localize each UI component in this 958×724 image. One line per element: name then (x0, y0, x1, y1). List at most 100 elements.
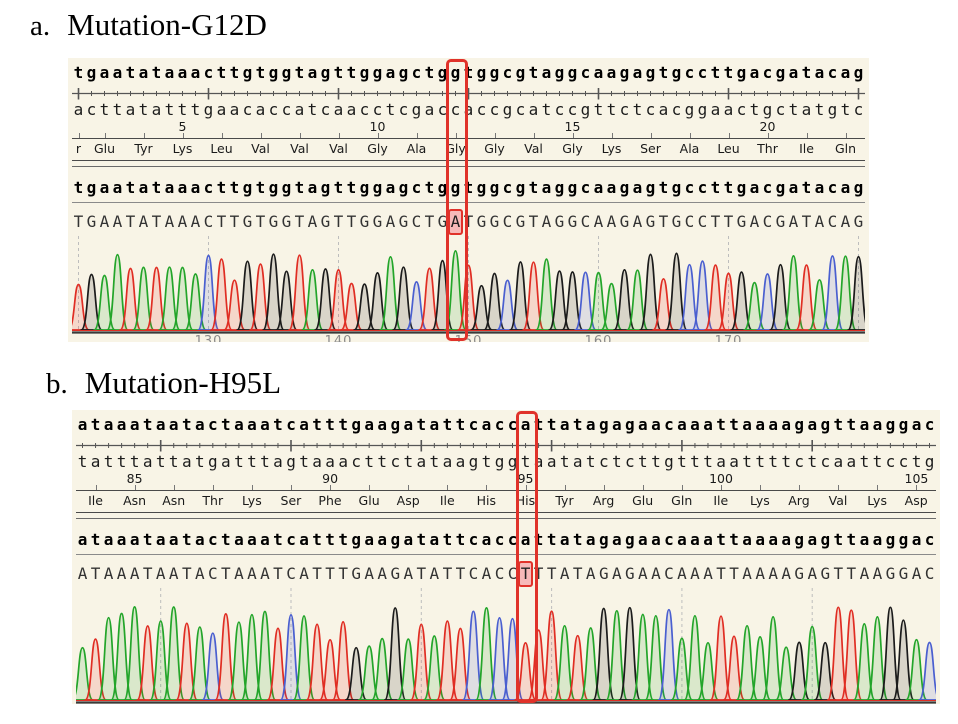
base-cell: a (781, 530, 792, 549)
base-cell: G (885, 564, 896, 583)
base-cell: t (651, 452, 661, 471)
base-cell: a (116, 530, 127, 549)
residue-number: 100 (709, 471, 733, 486)
base-cell: T (710, 212, 721, 231)
base-cell: a (385, 178, 396, 197)
base-cell: A (155, 564, 166, 583)
base-cell: t (755, 452, 765, 471)
base-cell: c (502, 63, 513, 82)
base-cell: a (606, 63, 617, 82)
base-cell: a (364, 415, 375, 434)
base-cell: a (429, 530, 440, 549)
base-cell: a (442, 452, 453, 471)
base-cell: a (424, 100, 435, 119)
base-cell: t (299, 452, 309, 471)
base-cell: A (606, 212, 617, 231)
base-cell: t (234, 452, 244, 471)
base-cell: c (898, 452, 909, 471)
base-cell: c (203, 178, 214, 197)
base-cell: G (671, 212, 682, 231)
base-cell: c (372, 100, 383, 119)
trace-peak (275, 270, 298, 331)
base-cell: t (312, 530, 322, 549)
base-cell: g (794, 415, 805, 434)
base-cell: a (710, 100, 721, 119)
sequence-ruler (76, 437, 936, 452)
base-cell: A (755, 564, 765, 583)
amino-acid-label: Leu (717, 141, 740, 156)
base-cell: a (116, 415, 127, 434)
amino-acid-label: Val (828, 493, 848, 508)
base-cell: a (377, 530, 388, 549)
residue-tick (799, 485, 801, 490)
base-cell: G (598, 564, 609, 583)
base-cell: t (911, 452, 922, 471)
residue-tick (182, 133, 184, 138)
base-cell: a (164, 178, 175, 197)
base-cell: a (872, 530, 883, 549)
trace-position-number: 140 (324, 334, 353, 342)
base-cell: a (194, 530, 205, 549)
base-cell: c (437, 100, 448, 119)
residue-tick (611, 133, 613, 138)
base-cell: c (515, 100, 526, 119)
residue-number: 105 (904, 471, 929, 486)
base-cell: t (229, 178, 240, 197)
base-cell: g (468, 452, 479, 471)
trace-peak (808, 278, 831, 331)
base-cell: c (671, 100, 682, 119)
base-cell: a (585, 415, 596, 434)
amino-acid-label: Arg (592, 493, 615, 508)
base-cell: t (606, 100, 617, 119)
residue-tick (134, 485, 136, 490)
base-cell: A (103, 564, 114, 583)
base-cell: C (580, 212, 591, 231)
base-cell: T (833, 564, 844, 583)
base-cell: T (416, 564, 427, 583)
base-cell: t (255, 63, 266, 82)
base-cell: G (775, 212, 786, 231)
base-cell: t (77, 452, 88, 471)
base-cell: g (625, 415, 635, 434)
trace-peak (522, 261, 545, 331)
base-cell: t (658, 178, 669, 197)
amino-acid-label: Lys (241, 493, 262, 508)
base-cell: G (476, 212, 487, 231)
base-cell: t (455, 415, 466, 434)
base-cell: a (742, 530, 752, 549)
base-cell: c (242, 100, 253, 119)
base-cell: T (229, 212, 240, 231)
residue-number-row: 5 10 15 20 (72, 119, 865, 138)
section-b-title: b. Mutation-H95L (46, 365, 281, 401)
trace-peak (696, 641, 720, 701)
residue-tick (838, 485, 840, 490)
base-cell: G (437, 212, 448, 231)
base-cell: t (593, 100, 604, 119)
base-cell: a (755, 530, 765, 549)
base-cell: t (116, 452, 127, 471)
base-cell: G (242, 212, 253, 231)
base-cell: g (885, 415, 896, 434)
base-cell: a (112, 63, 123, 82)
base-cell: t (846, 415, 857, 434)
base-cell: g (450, 63, 461, 82)
trace-peak (97, 616, 120, 701)
trace-position-number: 150 (454, 334, 483, 342)
base-cell: t (533, 415, 544, 434)
base-cell: a (541, 178, 552, 197)
base-cell: A (872, 564, 883, 583)
base-cell: a (559, 530, 570, 549)
base-cell: a (632, 178, 643, 197)
trace-peak (227, 621, 251, 701)
base-cell: a (77, 530, 88, 549)
base-cell: a (142, 452, 153, 471)
base-cell: g (924, 452, 935, 471)
trace-peak (110, 612, 133, 701)
base-cell: a (716, 452, 726, 471)
base-cell: t (325, 415, 335, 434)
residue-number: 90 (322, 471, 339, 486)
base-cell: g (507, 452, 518, 471)
